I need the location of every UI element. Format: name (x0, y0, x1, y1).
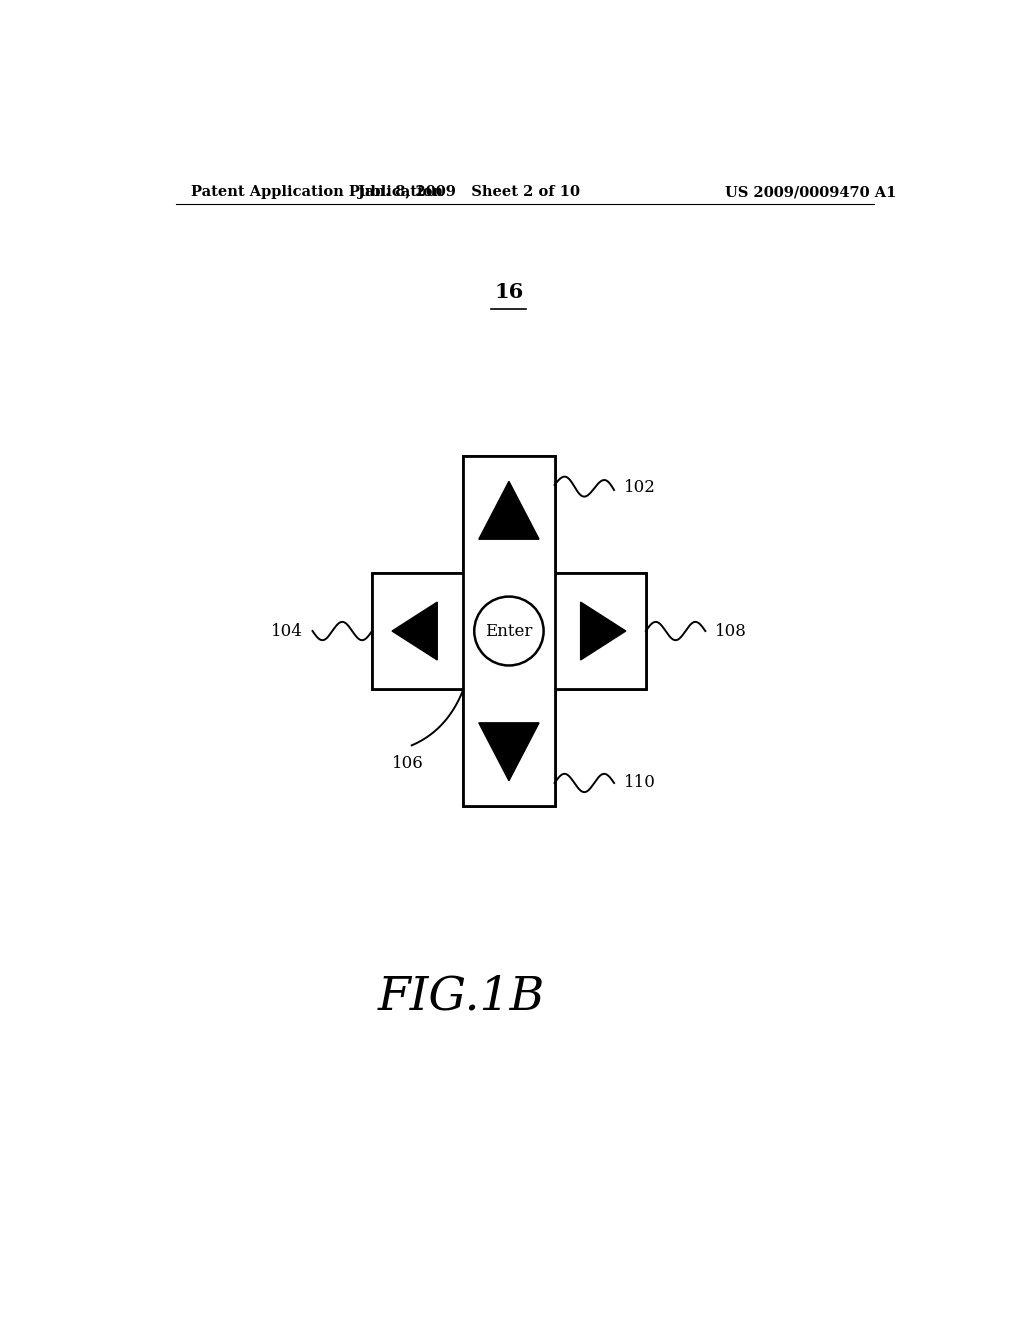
Ellipse shape (474, 597, 544, 665)
Bar (463, 573, 555, 689)
Text: 106: 106 (392, 755, 424, 772)
Text: Enter: Enter (485, 623, 532, 639)
Text: 110: 110 (624, 775, 655, 792)
Text: FIG.1B: FIG.1B (378, 974, 545, 1019)
Bar (372, 573, 463, 689)
Bar (555, 573, 646, 689)
Bar (372, 573, 646, 689)
Bar (463, 455, 555, 573)
Text: 108: 108 (715, 623, 746, 639)
Polygon shape (479, 723, 539, 780)
Polygon shape (392, 602, 437, 660)
Text: 16: 16 (495, 282, 523, 302)
Bar (463, 455, 555, 807)
Text: 104: 104 (271, 623, 303, 639)
Text: Jan. 8, 2009   Sheet 2 of 10: Jan. 8, 2009 Sheet 2 of 10 (358, 185, 581, 199)
Bar (463, 689, 555, 807)
Polygon shape (479, 482, 539, 539)
Text: Patent Application Publication: Patent Application Publication (191, 185, 443, 199)
Text: 102: 102 (624, 479, 655, 496)
Polygon shape (581, 602, 626, 660)
Text: US 2009/0009470 A1: US 2009/0009470 A1 (725, 185, 896, 199)
